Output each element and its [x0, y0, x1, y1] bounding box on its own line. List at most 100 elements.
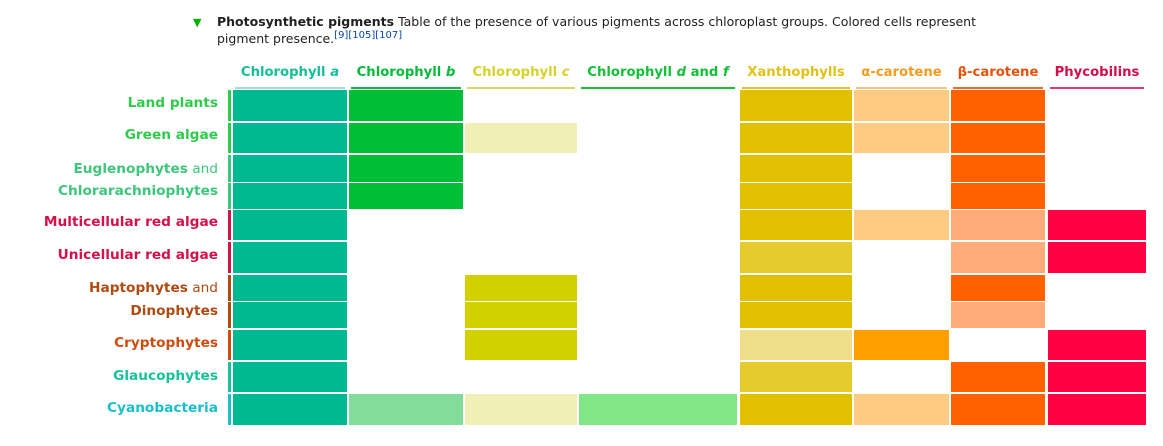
row-color-bar — [228, 362, 231, 392]
pigment-cell-xan-multicellular-red-algae — [740, 210, 852, 240]
row-color-bar — [228, 330, 231, 360]
row-label-text: Chlorarachniophytes — [58, 183, 218, 199]
pigment-cell-chlc-green-algae — [465, 123, 577, 153]
column-header-chlb: Chlorophyll b — [349, 63, 463, 89]
row-color-bar — [228, 394, 231, 425]
caption-text: Photosynthetic pigments Table of the pre… — [217, 13, 992, 47]
pigment-cell-phy-cryptophytes — [1048, 330, 1146, 360]
pigment-cell-acar-land-plants — [854, 90, 949, 121]
column-header-label: Phycobilins — [1054, 65, 1140, 80]
column-header-underline — [351, 87, 461, 89]
pigment-cell-xan-cryptophytes — [740, 330, 852, 360]
column-header-underline — [856, 87, 947, 89]
row-color-bar — [228, 155, 231, 182]
row-label-text: and — [187, 161, 218, 177]
reference-links[interactable]: [9][105][107] — [334, 29, 403, 41]
triangle-down-icon[interactable]: ▼ — [193, 16, 202, 29]
column-header-label: Chlorophyll — [472, 65, 562, 80]
row-label-euglenophytes[interactable]: Euglenophytes and — [0, 161, 218, 177]
row-label-text: Euglenophytes — [73, 161, 188, 177]
column-header-underline — [235, 87, 345, 89]
pigment-cell-chla-green-algae — [233, 123, 347, 153]
row-label-cyanobacteria[interactable]: Cyanobacteria — [0, 400, 218, 416]
column-header-label: Chlorophyll — [356, 65, 446, 80]
row-label-text: Green algae — [124, 127, 218, 143]
pigment-cell-phy-unicellular-red-algae — [1048, 242, 1146, 273]
column-header-italic: c — [561, 65, 570, 80]
pigment-cell-chlb-land-plants — [349, 90, 463, 121]
row-label-unicellular-red-algae[interactable]: Unicellular red algae — [0, 247, 218, 263]
pigment-cell-xan-haptophytes — [740, 275, 852, 301]
pigment-cell-chlc-dinophytes — [465, 302, 577, 328]
pigment-cell-chlc-cyanobacteria — [465, 394, 577, 425]
column-header-underline — [1050, 87, 1144, 89]
row-color-bar — [228, 275, 231, 301]
column-header-bcar: β-carotene — [951, 63, 1045, 89]
caption-line2: pigment presence. — [217, 31, 335, 46]
row-label-green-algae[interactable]: Green algae — [0, 127, 218, 143]
column-header-acar: α-carotene — [854, 63, 949, 89]
row-label-text: Unicellular red algae — [57, 247, 218, 263]
pigment-cell-acar-cyanobacteria — [854, 394, 949, 425]
row-label-haptophytes[interactable]: Haptophytes and — [0, 280, 218, 296]
pigment-cell-acar-multicellular-red-algae — [854, 210, 949, 240]
column-header-underline — [742, 87, 850, 89]
pigment-cell-chla-euglenophytes — [233, 155, 347, 182]
pigment-cell-bcar-green-algae — [951, 123, 1045, 153]
column-header-phy: Phycobilins — [1048, 63, 1146, 89]
row-label-text: Multicellular red algae — [43, 214, 218, 230]
column-header-italic: d — [676, 65, 687, 80]
column-header-chlc: Chlorophyll c — [465, 63, 577, 89]
pigment-cell-chla-multicellular-red-algae — [233, 210, 347, 240]
row-label-text: Land plants — [127, 95, 218, 111]
column-header-label: Chlorophyll — [240, 65, 331, 80]
row-color-bar — [228, 242, 231, 273]
pigment-cell-chlc-cryptophytes — [465, 330, 577, 360]
column-header-xan: Xanthophylls — [740, 63, 852, 89]
column-header-italic: b — [445, 65, 456, 80]
pigment-cell-phy-multicellular-red-algae — [1048, 210, 1146, 240]
row-label-dinophytes[interactable]: Dinophytes — [0, 303, 218, 319]
column-header-suffix: and — [686, 65, 723, 80]
row-color-bar — [228, 210, 231, 240]
row-label-cryptophytes[interactable]: Cryptophytes — [0, 335, 218, 351]
pigment-cell-xan-dinophytes — [740, 302, 852, 328]
pigment-cell-phy-glaucophytes — [1048, 362, 1146, 392]
pigment-cell-bcar-multicellular-red-algae — [951, 210, 1045, 240]
pigment-cell-xan-cyanobacteria — [740, 394, 852, 425]
row-label-chlorarachniophytes[interactable]: Chlorarachniophytes — [0, 183, 218, 199]
pigment-cell-xan-glaucophytes — [740, 362, 852, 392]
row-color-bar — [228, 90, 231, 121]
pigment-cell-phy-cyanobacteria — [1048, 394, 1146, 425]
pigment-cell-bcar-dinophytes — [951, 302, 1045, 328]
column-header-underline — [467, 87, 575, 89]
column-header-italic: f — [722, 65, 729, 80]
row-label-land-plants[interactable]: Land plants — [0, 95, 218, 111]
pigment-cell-chla-cryptophytes — [233, 330, 347, 360]
row-label-text: Dinophytes — [130, 303, 218, 319]
pigment-cell-chlb-chlorarachniophytes — [349, 183, 463, 209]
pigment-cell-chla-unicellular-red-algae — [233, 242, 347, 273]
pigment-cell-bcar-euglenophytes — [951, 155, 1045, 182]
column-header-underline — [953, 87, 1043, 89]
row-label-text: Haptophytes — [89, 280, 188, 296]
pigment-cell-chlb-euglenophytes — [349, 155, 463, 182]
column-header-label: Xanthophylls — [747, 65, 845, 80]
pigment-cell-bcar-cyanobacteria — [951, 394, 1045, 425]
pigment-cell-chla-haptophytes — [233, 275, 347, 301]
row-label-glaucophytes[interactable]: Glaucophytes — [0, 368, 218, 384]
pigment-cell-bcar-glaucophytes — [951, 362, 1045, 392]
row-label-text: Cryptophytes — [114, 335, 218, 351]
row-label-text: Cyanobacteria — [106, 400, 218, 416]
column-header-chla: Chlorophyll a — [233, 63, 347, 89]
row-label-text: and — [187, 280, 218, 296]
pigment-cell-xan-euglenophytes — [740, 155, 852, 182]
pigment-cell-chla-dinophytes — [233, 302, 347, 328]
caption-line1: Table of the presence of various pigment… — [398, 14, 976, 29]
column-header-label: Chlorophyll — [587, 65, 677, 80]
pigment-cell-bcar-unicellular-red-algae — [951, 242, 1045, 273]
row-label-multicellular-red-algae[interactable]: Multicellular red algae — [0, 214, 218, 230]
pigment-cell-chlc-haptophytes — [465, 275, 577, 301]
pigment-cell-chla-glaucophytes — [233, 362, 347, 392]
pigment-cell-acar-cryptophytes — [854, 330, 949, 360]
